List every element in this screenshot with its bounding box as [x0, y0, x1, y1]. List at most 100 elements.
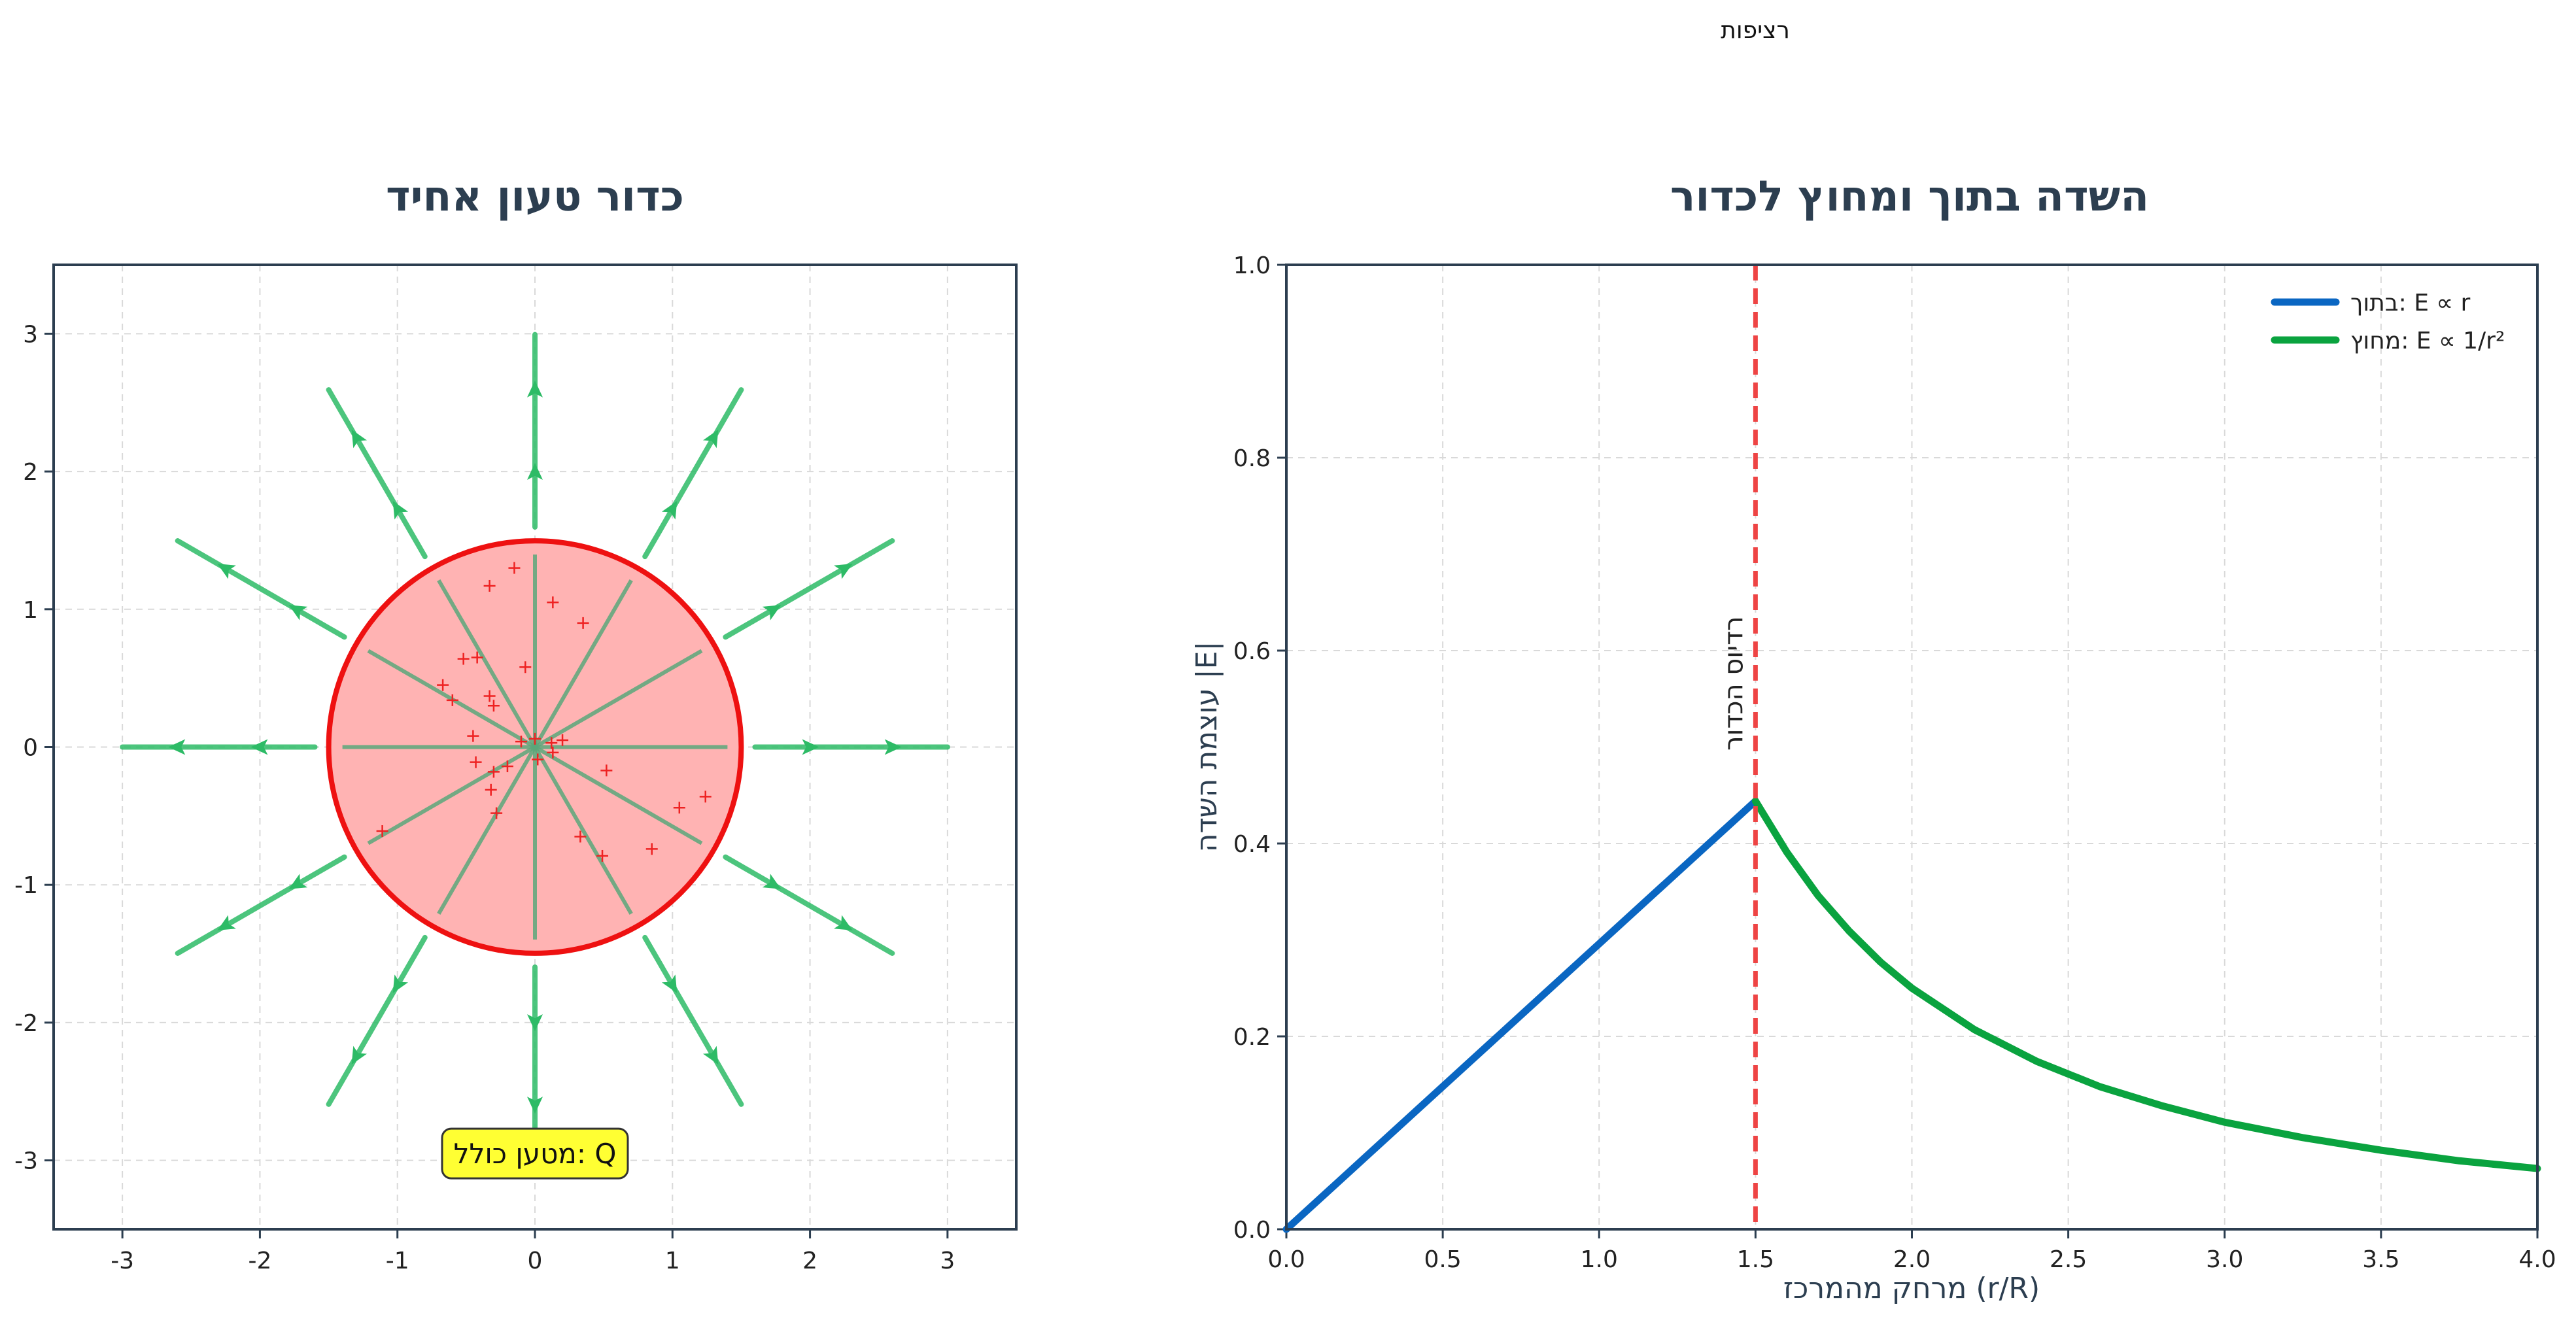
charge-marker	[483, 579, 496, 592]
field-arrow	[351, 1046, 368, 1065]
sphere-edge	[326, 538, 744, 956]
field-arrow	[392, 974, 409, 993]
field-arrow	[527, 1014, 543, 1032]
field-panel-title: השדה בתוך ומחוץ לכדור	[1670, 173, 2149, 221]
field-arrow	[702, 429, 719, 449]
sphere-radius-label: רדיוס הכדור	[1719, 616, 1749, 751]
x-tick-label: 1	[665, 1248, 680, 1274]
x-tick-label: 3	[940, 1248, 955, 1274]
charge-marker	[437, 679, 449, 691]
charge-marker	[467, 730, 479, 742]
x-tick-label: 2	[802, 1248, 817, 1274]
charge-marker	[699, 791, 712, 803]
y-tick-label: 1.0	[1233, 252, 1271, 279]
charge-marker	[490, 807, 503, 819]
x-tick-label: 1.0	[1581, 1246, 1618, 1273]
charge-marker	[470, 756, 482, 768]
x-tick-label: 3.5	[2362, 1246, 2399, 1273]
charge-marker	[501, 760, 513, 772]
charge-marker	[529, 732, 541, 745]
total-charge-annotation: מטען כולל: Q	[441, 1127, 629, 1180]
x-tick-label: -2	[248, 1248, 271, 1274]
y-tick-label: 3	[23, 321, 38, 348]
charge-marker	[519, 661, 532, 673]
x-tick-label: 1.5	[1737, 1246, 1774, 1273]
sphere-content: מטען כולל: Q	[120, 332, 950, 1180]
y-tick-label: -2	[14, 1010, 38, 1037]
x-tick-label: 2.5	[2050, 1246, 2087, 1273]
sphere-ticks: -3 -2 -1 0 1 2 3 -3 -2 -1 0 1 2 3	[14, 321, 955, 1274]
field-arrow	[250, 739, 268, 755]
charge-marker	[457, 653, 470, 665]
series-line-2	[1751, 797, 2541, 1172]
x-tick-label: -3	[111, 1248, 134, 1274]
y-tick-label: 0.6	[1233, 638, 1271, 665]
x-tick-label: 0.0	[1267, 1246, 1305, 1273]
field-arrow	[527, 1097, 543, 1114]
y-axis-label: עוצמת השדה |E|	[1190, 641, 1224, 853]
field-arrow	[762, 874, 781, 889]
y-tick-label: 0.4	[1233, 831, 1271, 858]
charge-marker	[515, 736, 527, 748]
field-line	[527, 964, 543, 1163]
field-line	[642, 387, 744, 560]
field-content: רדיוס הכדור	[1282, 265, 2541, 1233]
y-tick-label: 0.8	[1233, 445, 1271, 472]
x-tick-label: 2.0	[1893, 1246, 1931, 1273]
charge-marker	[547, 746, 559, 758]
total-charge-label: מטען כולל: Q	[454, 1138, 617, 1170]
field-arrow	[834, 564, 853, 579]
inner-field-line	[367, 649, 703, 845]
x-tick-label: 4.0	[2518, 1246, 2556, 1273]
charge-marker	[483, 690, 496, 702]
field-line	[326, 934, 428, 1107]
charge-marker	[600, 764, 613, 777]
charge-marker	[577, 617, 589, 629]
field-arrow	[527, 462, 543, 480]
sphere-panel-frame	[52, 264, 1018, 1231]
field-arrow	[661, 501, 678, 520]
field-arrow	[661, 974, 678, 993]
field-line	[175, 854, 347, 956]
series-line-1	[1282, 797, 1759, 1233]
y-tick-label: 0.2	[1233, 1024, 1271, 1051]
x-axis-label: מרחק מהמרכז (r/R)	[1783, 1272, 2040, 1305]
charge-marker	[487, 766, 500, 778]
charge-marker	[645, 843, 658, 855]
y-tick-label: -3	[14, 1148, 38, 1175]
y-tick-label: 0.0	[1233, 1217, 1271, 1244]
field-panel: השדה בתוך ומחוץ לכדור 0.0 0.5 1.0 1.5 2.0 2.5…	[1190, 173, 2556, 1305]
charge-marker	[487, 700, 500, 712]
field-line	[326, 387, 428, 560]
field-line	[527, 332, 543, 530]
field-arrow	[702, 1046, 719, 1065]
y-tick-label: 2	[23, 459, 38, 486]
field-arrow	[802, 739, 819, 755]
x-tick-label: 3.0	[2206, 1246, 2243, 1273]
field-arrow	[217, 564, 236, 579]
field-line	[175, 538, 347, 640]
charge-marker	[547, 596, 559, 609]
field-arrow	[217, 915, 236, 930]
charge-marker	[376, 825, 388, 838]
sphere-panel-title: כדור טעון אחיד	[386, 173, 684, 221]
charge-marker	[508, 562, 521, 574]
x-tick-label: 0	[528, 1248, 543, 1274]
field-arrow	[392, 501, 409, 520]
field-arrow	[884, 739, 902, 755]
charge-marker	[471, 651, 483, 664]
charge-marker	[485, 783, 497, 796]
sphere-panel: כדור טעון אחיד -3 -2 -1 0 1 2 3 -3 -2 -1 0 1 2 3 מטען…	[14, 173, 1018, 1274]
field-arrow	[288, 874, 308, 889]
y-tick-label: -1	[14, 872, 38, 899]
field-panel-frame	[1285, 264, 2539, 1231]
field-line	[752, 739, 950, 755]
legend-entry: מחוץ: E ∝ 1/r²	[2271, 328, 2505, 354]
figure-suptitle: רציפות	[1721, 17, 1790, 44]
field-arrow	[762, 605, 781, 621]
field-arrow	[168, 739, 186, 755]
charge-marker	[574, 830, 587, 843]
legend-entry: בתוך: E ∝ r	[2271, 290, 2471, 316]
